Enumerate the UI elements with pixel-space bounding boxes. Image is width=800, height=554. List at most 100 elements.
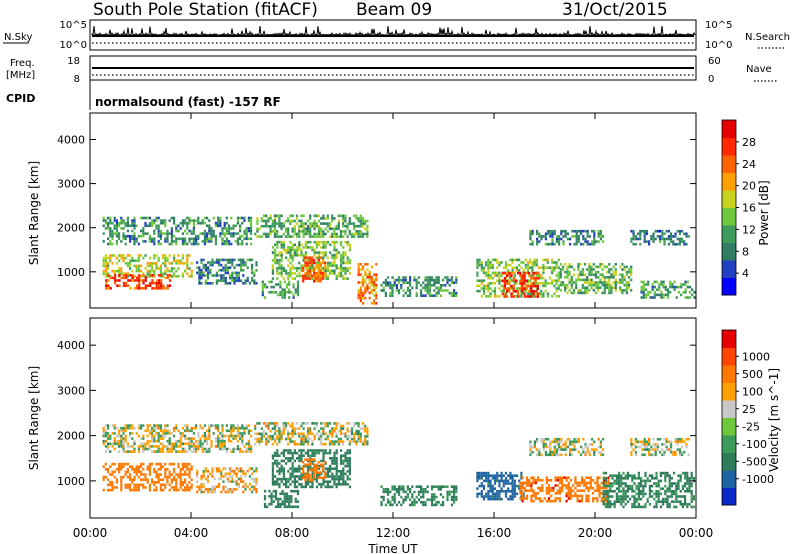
echo-cell bbox=[208, 424, 211, 427]
echo-cell bbox=[594, 273, 598, 276]
echo-cell bbox=[500, 487, 503, 490]
echo-cell bbox=[118, 254, 121, 257]
echo-cell bbox=[231, 477, 234, 481]
echo-cell bbox=[344, 472, 347, 476]
echo-cell bbox=[135, 473, 138, 476]
echo-cell bbox=[667, 237, 670, 241]
echo-cell bbox=[489, 484, 492, 488]
echo-cell bbox=[439, 485, 442, 488]
echo-cell bbox=[135, 465, 138, 468]
echo-cell bbox=[295, 217, 299, 220]
echo-cell bbox=[250, 221, 253, 225]
echo-cell bbox=[577, 273, 580, 276]
echo-cell bbox=[532, 274, 535, 277]
echo-cell bbox=[306, 219, 310, 223]
echo-cell bbox=[293, 480, 296, 483]
echo-cell bbox=[155, 281, 158, 285]
echo-cell bbox=[243, 237, 246, 241]
echo-cell bbox=[613, 482, 616, 485]
echo-cell bbox=[214, 224, 217, 228]
echo-cell bbox=[557, 258, 560, 262]
echo-cell bbox=[162, 434, 165, 438]
echo-cell bbox=[270, 497, 273, 501]
echo-cell bbox=[333, 248, 336, 252]
echo-cell bbox=[273, 232, 277, 236]
echo-cell bbox=[583, 273, 587, 276]
echo-cell bbox=[498, 497, 501, 501]
echo-cell bbox=[188, 473, 191, 476]
echo-cell bbox=[357, 273, 360, 276]
echo-cell bbox=[271, 224, 274, 228]
echo-cell bbox=[224, 258, 227, 262]
echo-cell bbox=[215, 258, 218, 262]
echo-cell bbox=[545, 479, 548, 482]
echo-cell bbox=[508, 271, 511, 275]
echo-cell bbox=[186, 429, 189, 433]
echo-cell bbox=[142, 486, 145, 489]
echo-cell bbox=[157, 287, 161, 290]
echo-cell bbox=[604, 484, 607, 488]
echo-cell bbox=[482, 269, 486, 272]
echo-cell bbox=[239, 234, 242, 238]
echo-cell bbox=[137, 269, 140, 273]
echo-cell bbox=[184, 424, 187, 427]
echo-cell bbox=[542, 263, 545, 267]
echo-cell bbox=[179, 442, 182, 446]
echo-cell bbox=[511, 479, 514, 483]
echo-cell bbox=[162, 445, 165, 448]
echo-cell bbox=[510, 284, 513, 288]
echo-cell bbox=[173, 429, 176, 433]
echo-cell bbox=[509, 276, 512, 280]
echo-cell bbox=[632, 232, 635, 236]
echo-cell bbox=[439, 493, 442, 496]
echo-cell bbox=[569, 448, 572, 451]
echo-cell bbox=[277, 502, 280, 506]
echo-cell bbox=[594, 281, 598, 284]
echo-cell bbox=[586, 286, 589, 289]
echo-cell bbox=[221, 442, 224, 446]
echo-cell bbox=[287, 480, 290, 483]
echo-cell bbox=[231, 475, 234, 478]
echo-cell bbox=[433, 498, 436, 501]
echo-cell bbox=[211, 282, 214, 285]
echo-cell bbox=[593, 237, 596, 241]
echo-cell bbox=[433, 278, 436, 282]
echo-cell bbox=[331, 440, 334, 443]
echo-cell bbox=[530, 295, 533, 298]
echo-cell bbox=[519, 489, 522, 492]
echo-cell bbox=[153, 434, 156, 438]
echo-cell bbox=[536, 295, 539, 298]
echo-cell bbox=[289, 214, 292, 218]
echo-cell bbox=[265, 437, 268, 441]
echo-cell bbox=[131, 437, 134, 440]
echo-cell bbox=[179, 468, 182, 471]
echo-cell bbox=[304, 437, 307, 441]
echo-cell bbox=[170, 237, 173, 241]
echo-cell bbox=[577, 229, 580, 233]
echo-cell bbox=[555, 263, 558, 267]
echo-cell bbox=[564, 453, 567, 457]
echo-cell bbox=[235, 274, 238, 277]
echo-cell bbox=[524, 271, 527, 275]
echo-cell bbox=[202, 263, 205, 267]
echo-cell bbox=[536, 453, 539, 457]
echo-cell bbox=[346, 464, 349, 468]
echo-cell bbox=[544, 258, 547, 262]
echo-cell bbox=[409, 490, 412, 494]
echo-cell bbox=[155, 216, 158, 220]
echo-cell bbox=[129, 259, 132, 262]
echo-cell bbox=[573, 242, 576, 246]
echo-cell bbox=[221, 227, 224, 230]
echo-cell bbox=[235, 475, 238, 478]
echo-cell bbox=[188, 437, 191, 440]
echo-cell bbox=[276, 442, 279, 446]
echo-cell bbox=[199, 445, 202, 448]
echo-cell bbox=[342, 224, 345, 228]
echo-cell bbox=[287, 251, 290, 254]
echo-cell bbox=[485, 284, 488, 288]
echo-cell bbox=[555, 261, 558, 264]
echo-cell bbox=[115, 486, 118, 489]
echo-cell bbox=[306, 232, 310, 236]
echo-cell bbox=[649, 291, 652, 294]
echo-cell bbox=[157, 274, 161, 277]
